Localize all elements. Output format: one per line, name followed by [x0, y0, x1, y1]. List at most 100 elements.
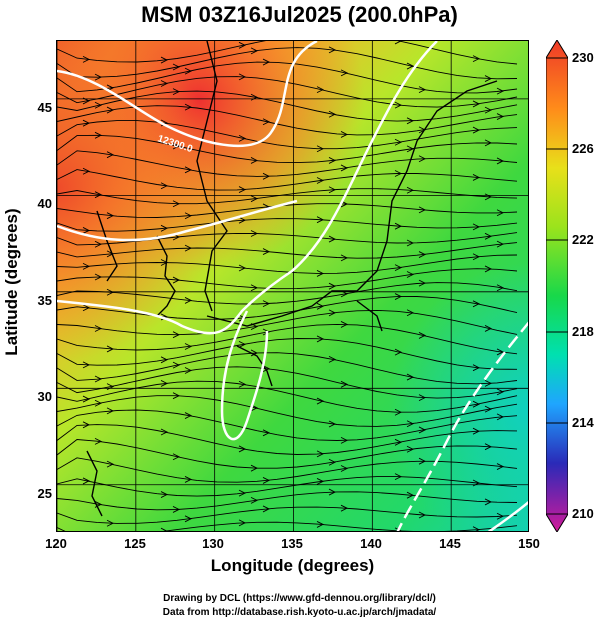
streamline-arrow	[172, 392, 181, 400]
colorbar-tick-label: 218	[572, 324, 594, 339]
streamline-arrow	[394, 293, 403, 300]
streamline-arrow	[106, 212, 115, 220]
streamline	[57, 134, 518, 164]
streamline-arrow	[238, 73, 247, 81]
streamline-arrow	[340, 254, 349, 262]
streamline-arrow	[316, 270, 325, 277]
streamline-arrow	[328, 46, 337, 54]
streamline	[57, 309, 518, 336]
streamline-arrow	[484, 380, 493, 387]
streamline-arrow	[160, 428, 169, 436]
streamline-arrow	[262, 172, 271, 180]
streamline-arrow	[238, 41, 247, 49]
credit-line: Drawing by DCL (https://www.gfd-dennou.o…	[163, 593, 436, 604]
streamline-arrow	[340, 321, 349, 328]
streamline	[57, 476, 518, 497]
streamline-arrow	[82, 421, 91, 429]
streamline-arrow	[328, 186, 337, 194]
streamline-arrow	[340, 380, 349, 388]
streamline	[57, 395, 518, 427]
streamline	[57, 254, 518, 274]
streamline	[57, 506, 518, 524]
streamline-arrow	[496, 388, 505, 396]
streamline-arrow	[94, 131, 103, 139]
streamline	[57, 232, 518, 246]
streamline-arrow	[160, 182, 169, 190]
streamline-arrow	[496, 463, 505, 470]
streamline-arrow	[82, 477, 91, 485]
y-tick-label: 45	[37, 100, 52, 115]
streamline-arrow	[394, 527, 403, 531]
streamline	[57, 457, 518, 483]
streamline-arrow	[394, 41, 402, 45]
streamline-arrow	[82, 304, 91, 312]
streamline-arrow	[172, 200, 181, 208]
streamline-arrow	[106, 407, 115, 415]
streamline-arrow	[340, 504, 349, 512]
streamline-arrow	[172, 63, 181, 71]
streamline-arrow	[250, 195, 259, 203]
streamline-arrow	[238, 489, 247, 497]
streamline-arrow	[172, 142, 181, 150]
streamline-arrow	[496, 284, 505, 292]
streamline-arrow	[394, 473, 403, 481]
streamline-arrow	[82, 361, 91, 369]
streamline-arrow	[316, 145, 325, 153]
streamline-arrow	[160, 356, 169, 364]
credits: Drawing by DCL (https://www.gfd-dennou.o…	[0, 592, 599, 620]
streamline-arrow	[394, 438, 403, 446]
streamline-arrow	[94, 240, 103, 248]
streamline-arrow	[406, 271, 415, 278]
streamline-arrow	[496, 413, 505, 421]
streamline	[57, 380, 518, 413]
streamline-arrow	[184, 67, 193, 75]
colorbar-tick-label: 226	[572, 141, 594, 156]
streamline-arrow	[328, 488, 337, 496]
streamline-arrow	[94, 375, 103, 383]
x-axis-label: Longitude (degrees)	[210, 556, 375, 575]
streamline-arrow	[316, 335, 325, 343]
streamline-arrow	[496, 157, 505, 165]
streamline-arrow	[484, 193, 493, 201]
streamline-arrow	[484, 405, 493, 413]
streamline-arrow	[406, 117, 415, 125]
streamline-arrow	[250, 349, 259, 357]
streamline-arrow	[262, 300, 271, 308]
streamline-arrow	[484, 325, 493, 332]
streamline-arrow	[94, 325, 103, 332]
x-tick-label: 135	[281, 536, 303, 551]
streamline-arrow	[262, 328, 271, 336]
streamline-arrow	[472, 126, 481, 134]
colorbar-tick-label: 210	[572, 506, 594, 521]
streamline	[57, 338, 518, 370]
streamline-arrow	[484, 106, 493, 114]
streamline-arrow	[250, 464, 259, 472]
streamline	[57, 282, 518, 305]
credit-line: Data from http://database.rish.kyoto-u.a…	[162, 607, 437, 618]
streamline-arrow	[406, 420, 415, 428]
streamline-arrow	[496, 87, 505, 95]
streamline-arrow	[160, 56, 169, 64]
streamline	[57, 424, 518, 455]
streamline-arrow	[472, 526, 481, 531]
y-tick-label: 25	[37, 486, 52, 501]
chart-title: MSM 03Z16Jul2025 (200.0hPa)	[141, 2, 458, 27]
streamline-arrow	[496, 348, 505, 356]
streamline-arrow	[106, 345, 115, 353]
streamline-arrow	[238, 519, 247, 527]
streamline-arrow	[340, 69, 349, 77]
streamline-arrow	[184, 515, 193, 523]
streamline-arrow	[250, 496, 259, 504]
streamline-arrow	[418, 251, 427, 258]
streamline-arrow	[94, 437, 103, 445]
streamline-arrow	[82, 227, 91, 234]
streamline-arrow	[172, 506, 181, 513]
streamline-arrow	[472, 364, 481, 372]
streamline-arrow	[418, 426, 427, 434]
streamline-arrow	[316, 216, 325, 224]
streamline-arrow	[484, 232, 493, 240]
streamline-arrow	[160, 527, 168, 531]
streamline-arrow	[406, 145, 415, 153]
streamline	[57, 242, 518, 259]
streamline-arrow	[484, 443, 493, 451]
